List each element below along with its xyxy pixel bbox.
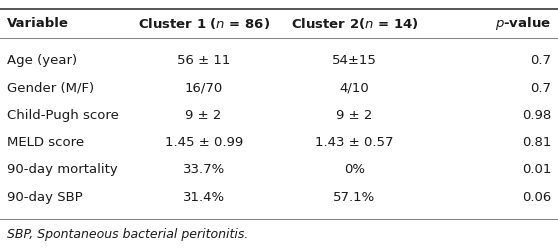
Text: Gender (M/F): Gender (M/F): [7, 82, 94, 94]
Text: SBP, Spontaneous bacterial peritonitis.: SBP, Spontaneous bacterial peritonitis.: [7, 228, 248, 241]
Text: Variable: Variable: [7, 17, 69, 30]
Text: Child-Pugh score: Child-Pugh score: [7, 109, 118, 122]
Text: 31.4%: 31.4%: [182, 191, 225, 204]
Text: 4/10: 4/10: [339, 82, 369, 94]
Text: 9 ± 2: 9 ± 2: [336, 109, 373, 122]
Text: 0.98: 0.98: [522, 109, 551, 122]
Text: 16/70: 16/70: [185, 82, 223, 94]
Text: 0.06: 0.06: [522, 191, 551, 204]
Text: 33.7%: 33.7%: [182, 163, 225, 176]
Text: 54±15: 54±15: [332, 54, 377, 67]
Text: 0%: 0%: [344, 163, 365, 176]
Text: 0.81: 0.81: [522, 136, 551, 149]
Text: $\mathit{p}$-value: $\mathit{p}$-value: [496, 15, 551, 32]
Text: 56 ± 11: 56 ± 11: [177, 54, 230, 67]
Text: Cluster 1 ($\mathit{n}$ = 86): Cluster 1 ($\mathit{n}$ = 86): [138, 16, 270, 31]
Text: 0.01: 0.01: [522, 163, 551, 176]
Text: 90-day mortality: 90-day mortality: [7, 163, 117, 176]
Text: Age (year): Age (year): [7, 54, 77, 67]
Text: 1.43 ± 0.57: 1.43 ± 0.57: [315, 136, 393, 149]
Text: 0.7: 0.7: [530, 82, 551, 94]
Text: 1.45 ± 0.99: 1.45 ± 0.99: [165, 136, 243, 149]
Text: 90-day SBP: 90-day SBP: [7, 191, 83, 204]
Text: MELD score: MELD score: [7, 136, 84, 149]
Text: 57.1%: 57.1%: [333, 191, 376, 204]
Text: Cluster 2($\mathit{n}$ = 14): Cluster 2($\mathit{n}$ = 14): [291, 16, 418, 31]
Text: 9 ± 2: 9 ± 2: [185, 109, 222, 122]
Text: 0.7: 0.7: [530, 54, 551, 67]
